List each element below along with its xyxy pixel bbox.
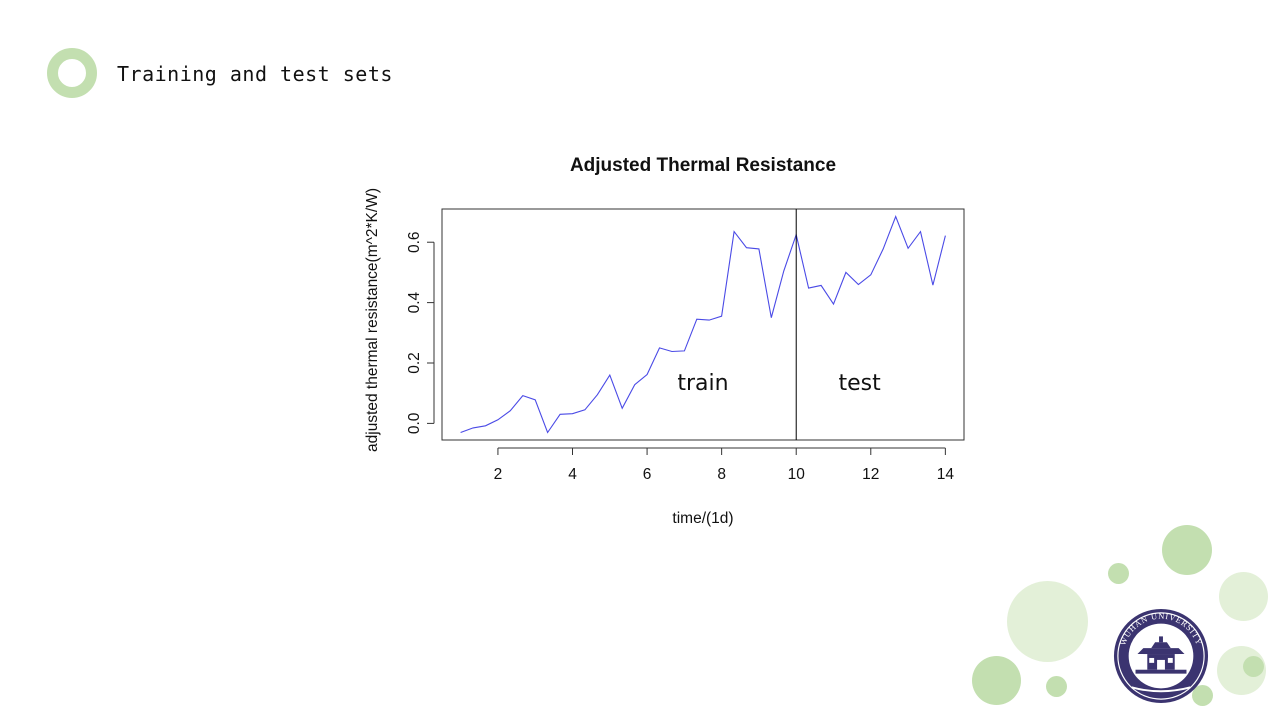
x-tick-label: 12 <box>862 466 879 483</box>
decor-circle <box>1192 685 1213 706</box>
ring-icon <box>47 48 97 98</box>
decor-circle <box>1219 572 1268 621</box>
decor-circle <box>1046 676 1067 697</box>
decor-circle <box>972 656 1021 705</box>
y-axis: 0.0 0.2 0.4 0.6 <box>406 231 435 434</box>
plot-marks: train test <box>460 209 946 440</box>
x-axis: 2 4 6 8 10 12 14 <box>494 447 955 483</box>
y-tick-label: 0.2 <box>406 352 423 374</box>
series-line <box>460 214 946 434</box>
university-seal-icon: WUHAN UNIVERSITY <box>1113 608 1209 704</box>
x-tick-label: 4 <box>568 466 577 483</box>
x-tick-label: 8 <box>717 466 726 483</box>
decor-circle <box>1162 525 1212 575</box>
x-tick-label: 2 <box>494 466 503 483</box>
x-tick-label: 10 <box>788 466 806 483</box>
y-tick-label: 0.4 <box>406 291 423 313</box>
chart-title: Adjusted Thermal Resistance <box>570 155 836 176</box>
decor-circle <box>1108 563 1129 584</box>
decor-circle <box>1007 581 1088 662</box>
plot-frame <box>441 208 965 441</box>
annotation-test: test <box>838 371 881 396</box>
y-tick-label: 0.0 <box>406 412 423 434</box>
slide-title: Training and test sets <box>117 62 393 86</box>
y-tick-label: 0.6 <box>406 231 423 253</box>
annotation-train: train <box>677 371 728 396</box>
y-axis-label: adjusted thermal resistance(m^2*K/W) <box>364 188 381 452</box>
line-chart: Adjusted Thermal Resistance 0.0 0.2 0.4 0.6… <box>364 155 965 527</box>
x-tick-label: 14 <box>937 466 955 483</box>
x-axis-label: time/(1d) <box>672 510 733 527</box>
x-tick-label: 6 <box>643 466 652 483</box>
decor-circle <box>1243 656 1264 677</box>
